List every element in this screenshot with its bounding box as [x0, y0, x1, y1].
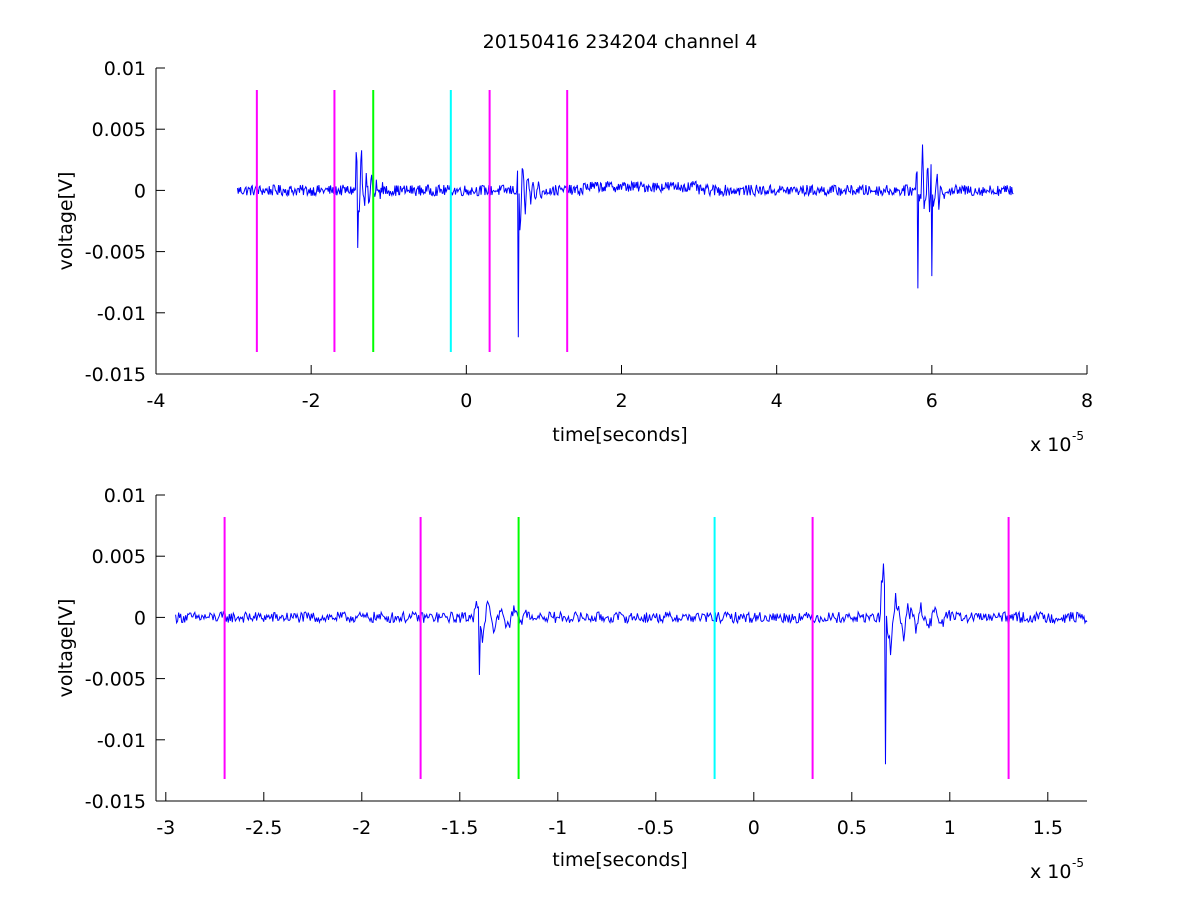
bottom-x-tick-label: 1: [944, 817, 956, 839]
bottom-y-tick-label: -0.01: [97, 730, 146, 752]
bottom-x-axis-label: time[seconds]: [552, 849, 687, 871]
bottom-y-tick-label: 0.005: [92, 546, 146, 568]
bottom-y-tick-label: -0.015: [85, 791, 146, 813]
figure-title: 20150416 234204 channel 4: [483, 31, 758, 53]
bottom-x-tick-label: -1.5: [441, 817, 478, 839]
bottom-x-tick-label: -2: [352, 817, 371, 839]
bottom-y-axis-label: voltage[V]: [55, 599, 77, 698]
bottom-x-tick-label: 1.5: [1033, 817, 1063, 839]
top-x-tick-label: 8: [1081, 390, 1093, 412]
bottom-x-tick-label: -2.5: [245, 817, 282, 839]
top-x-tick-label: -4: [147, 390, 166, 412]
top-x-tick-label: 6: [926, 390, 938, 412]
bottom-x-tick-label: -1: [548, 817, 567, 839]
bottom-x-exponent-label: x 10: [1030, 861, 1071, 883]
top-y-axis-label: voltage[V]: [55, 172, 77, 271]
bottom-x-tick-label: 0: [748, 817, 760, 839]
top-signal-trace: [236, 144, 1014, 338]
bottom-signal-trace: [175, 563, 1088, 765]
top-plot: time[seconds] voltage[V] x 10 -5 -4 -2 0 2 4…: [55, 58, 1093, 456]
top-y-tick-label: 0: [134, 180, 146, 202]
top-x-tick-label: -2: [302, 390, 321, 412]
top-y-tick-label: 0.01: [104, 58, 146, 80]
bottom-y-tick-label: -0.005: [85, 669, 146, 691]
bottom-x-tick-label: 0.5: [837, 817, 867, 839]
top-y-tick-label: 0.005: [92, 119, 146, 141]
top-x-exponent-label: x 10: [1030, 434, 1071, 456]
bottom-plot: time[seconds] voltage[V] x 10 -5 -3 -2.5 -…: [55, 485, 1088, 883]
bottom-y-tick-label: 0.01: [104, 485, 146, 507]
top-x-axis-label: time[seconds]: [552, 424, 687, 446]
bottom-x-exponent: -5: [1072, 856, 1084, 870]
top-x-exponent: -5: [1072, 429, 1084, 443]
top-x-tick-label: 0: [460, 390, 472, 412]
top-y-tick-label: -0.015: [85, 364, 146, 386]
top-y-tick-label: -0.005: [85, 242, 146, 264]
bottom-y-tick-label: 0: [134, 607, 146, 629]
top-x-tick-label: 2: [615, 390, 627, 412]
top-x-tick-label: 4: [771, 390, 783, 412]
top-y-tick-label: -0.01: [97, 303, 146, 325]
bottom-x-tick-label: -3: [156, 817, 175, 839]
bottom-x-tick-label: -0.5: [637, 817, 674, 839]
